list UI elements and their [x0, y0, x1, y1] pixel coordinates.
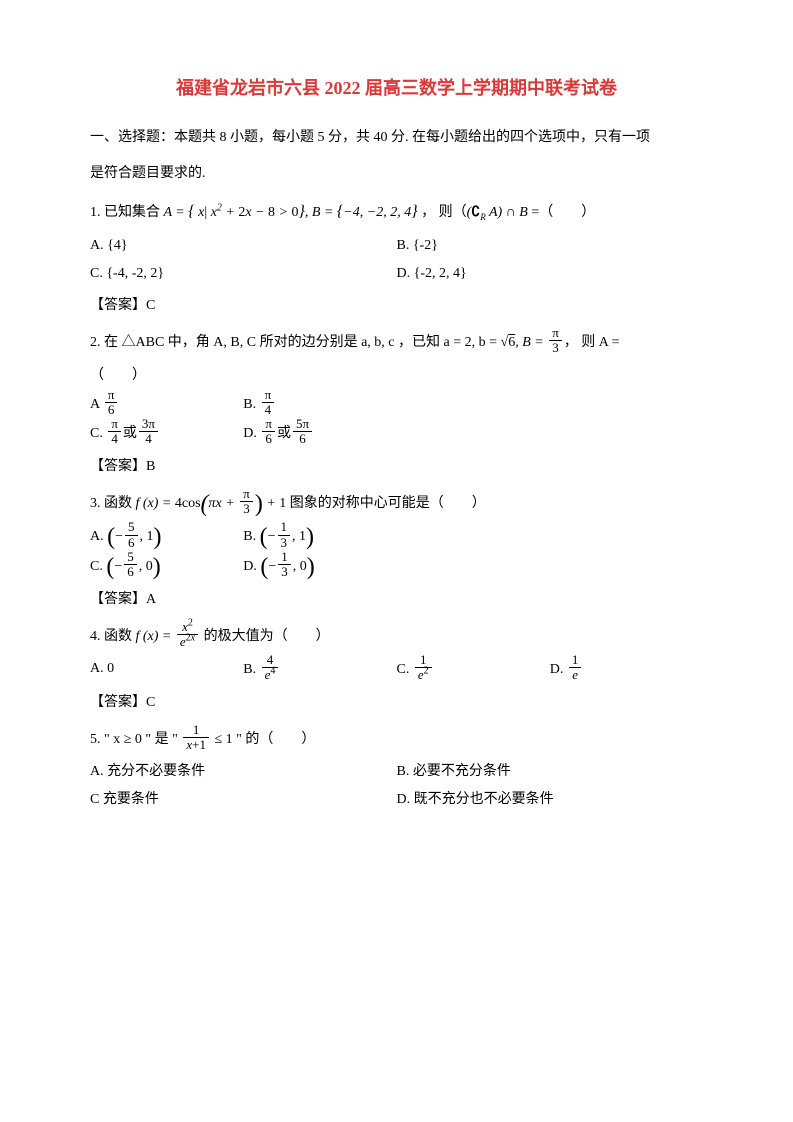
q3-stem-a: 3. 函数 — [90, 496, 136, 511]
q4-option-B: B. 4e4 — [243, 655, 396, 685]
section-intro-line2: 是符合题目要求的. — [90, 160, 703, 188]
q1-option-A: A. {4} — [90, 232, 397, 260]
q3-plus1: + 1 — [263, 496, 286, 511]
q1-stem-mid: ， 则（ — [418, 205, 467, 220]
q4-option-A: A. 0 — [90, 655, 243, 685]
q2-blank: （ ） — [90, 362, 703, 390]
q2-option-D: D. π6或5π6 — [243, 419, 396, 449]
q1-option-D: D. {-2, 2, 4} — [397, 260, 704, 288]
exam-page: 福建省龙岩市六县 2022 届高三数学上学期期中联考试卷 一、选择题：本题共 8… — [0, 0, 793, 854]
question-4: 4. 函数 f (x) = x2e2x 的极大值为（ ） — [90, 622, 703, 652]
q2-options: A π6 B. π4 C. π4或3π4 D. π6或5π6 — [90, 390, 703, 449]
q1-complement: (∁R A) ∩ B — [467, 205, 532, 220]
question-1: 1. 已知集合 A = { x| x2 + 2x − 8 > 0}, B = {… — [90, 196, 703, 228]
section-intro-line1: 一、选择题：本题共 8 小题，每小题 5 分，共 40 分. 在每小题给出的四个… — [90, 124, 703, 152]
q5-stem-b: ≤ 1 " 的（ ） — [211, 732, 315, 747]
q5-stem-a: 5. " x ≥ 0 " 是 " — [90, 732, 181, 747]
q5-options: A. 充分不必要条件 B. 必要不充分条件 C 充要条件 D. 既不充分也不必要… — [90, 758, 703, 814]
q5-option-D: D. 既不充分也不必要条件 — [397, 786, 704, 814]
q3-option-D: D. (−13, 0) — [243, 552, 396, 582]
q3-option-B: B. (−13, 1) — [243, 522, 396, 552]
q1-stem-tail: =（ ） — [531, 205, 595, 220]
page-title: 福建省龙岩市六县 2022 届高三数学上学期期中联考试卷 — [90, 70, 703, 106]
q3-options: A. (−56, 1) B. (−13, 1) C. (−56, 0) D. (… — [90, 522, 703, 581]
q5-frac: 1x+1 — [183, 723, 209, 753]
q2-B-eq: , B = — [515, 335, 547, 350]
q4-options: A. 0 B. 4e4 C. 1e2 D. 1e — [90, 655, 703, 685]
q1-answer: 【答案】C — [90, 292, 703, 320]
q2-sqrt6: 6 — [501, 335, 516, 350]
q3-stem-b: 图象的对称中心可能是（ ） — [286, 496, 486, 511]
q2-stem-a: 2. 在 △ABC 中，角 A, B, C 所对的边分别是 a, b, c ，已… — [90, 335, 501, 350]
q1-set-A: A = { x| x2 + 2x − 8 > 0} — [164, 205, 305, 220]
q3-close-paren: ) — [255, 491, 263, 517]
q1-set-B: , B = {−4, −2, 2, 4} — [305, 205, 418, 220]
q2-option-C: C. π4或3π4 — [90, 419, 243, 449]
question-2: 2. 在 △ABC 中，角 A, B, C 所对的边分别是 a, b, c ，已… — [90, 328, 703, 358]
q4-answer: 【答案】C — [90, 689, 703, 717]
q3-fx: f (x) = 4cos(πx + — [136, 496, 239, 511]
q2-option-B: B. π4 — [243, 390, 396, 420]
q4-stem-b: 的极大值为（ ） — [200, 629, 330, 644]
q5-option-B: B. 必要不充分条件 — [397, 758, 704, 786]
q3-answer: 【答案】A — [90, 586, 703, 614]
q5-option-C: C 充要条件 — [90, 786, 397, 814]
q1-options: A. {4} B. {-2} C. {-4, -2, 2} D. {-2, 2,… — [90, 232, 703, 288]
q4-fx: f (x) = — [136, 629, 175, 644]
q4-option-D: D. 1e — [550, 655, 703, 685]
question-5: 5. " x ≥ 0 " 是 " 1x+1 ≤ 1 " 的（ ） — [90, 725, 703, 755]
q1-option-B: B. {-2} — [397, 232, 704, 260]
q4-stem-a: 4. 函数 — [90, 629, 136, 644]
q1-stem-prefix: 1. 已知集合 — [90, 205, 164, 220]
q2-stem-b: ， 则 A = — [564, 335, 620, 350]
q3-option-A: A. (−56, 1) — [90, 522, 243, 552]
q2-answer: 【答案】B — [90, 453, 703, 481]
q3-option-C: C. (−56, 0) — [90, 552, 243, 582]
q4-frac: x2e2x — [177, 620, 198, 650]
q2-option-A: A π6 — [90, 390, 243, 420]
q5-option-A: A. 充分不必要条件 — [90, 758, 397, 786]
question-3: 3. 函数 f (x) = 4cos(πx + π3) + 1 图象的对称中心可… — [90, 489, 703, 519]
q2-frac-pi3: π3 — [549, 326, 562, 356]
q3-frac-pi3: π3 — [240, 487, 253, 517]
q1-option-C: C. {-4, -2, 2} — [90, 260, 397, 288]
q4-option-C: C. 1e2 — [397, 655, 550, 685]
